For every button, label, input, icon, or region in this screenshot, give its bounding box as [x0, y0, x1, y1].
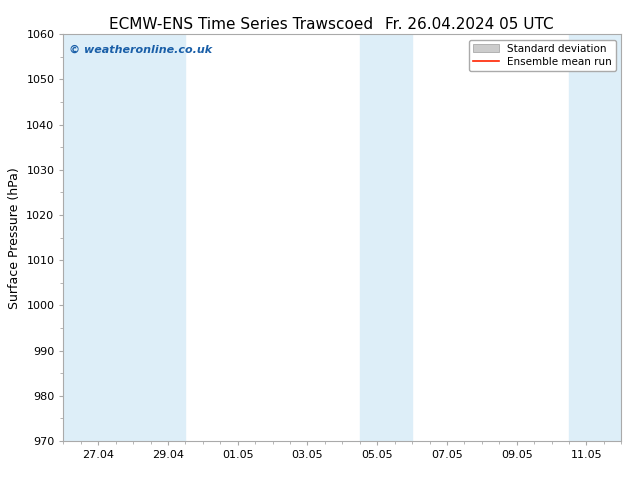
Bar	[569, 34, 621, 441]
Bar	[63, 34, 185, 441]
Text: © weatheronline.co.uk: © weatheronline.co.uk	[69, 45, 212, 54]
Y-axis label: Surface Pressure (hPa): Surface Pressure (hPa)	[8, 167, 21, 309]
Legend: Standard deviation, Ensemble mean run: Standard deviation, Ensemble mean run	[469, 40, 616, 71]
Text: ECMW-ENS Time Series Trawscoed: ECMW-ENS Time Series Trawscoed	[109, 17, 373, 32]
Text: Fr. 26.04.2024 05 UTC: Fr. 26.04.2024 05 UTC	[385, 17, 553, 32]
Bar	[359, 34, 412, 441]
